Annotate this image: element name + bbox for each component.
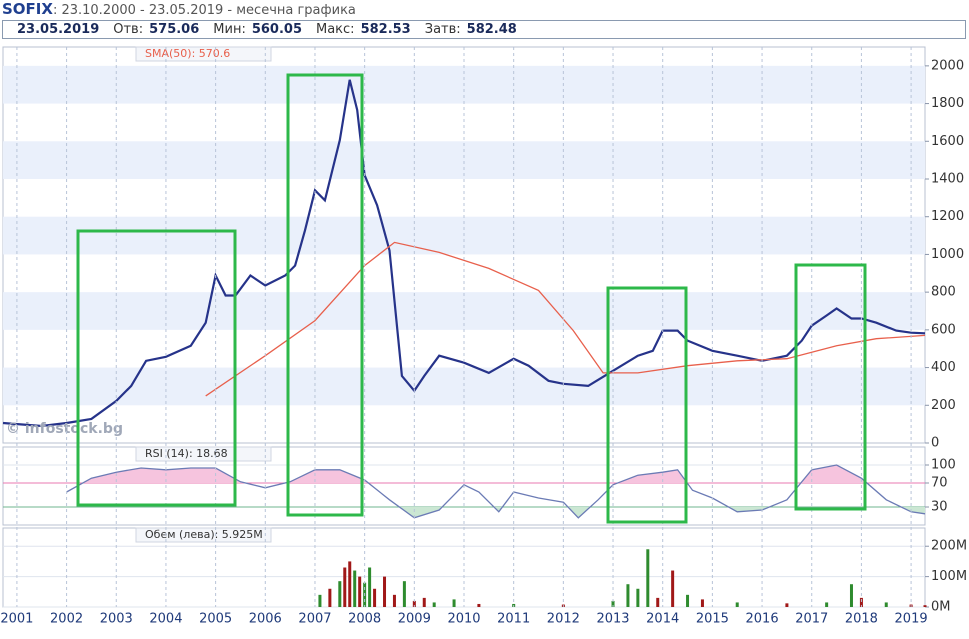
x-tick-label: 2019 — [895, 612, 928, 627]
volume-bar — [671, 570, 675, 607]
y-tick-label: 0 — [931, 436, 939, 451]
quote-item: Затв: 582.48 — [425, 22, 517, 37]
x-tick-label: 2010 — [447, 612, 480, 627]
volume-bar — [343, 567, 347, 607]
y-tick-label: 400 — [931, 360, 956, 375]
x-tick-label: 2018 — [845, 612, 878, 627]
legend-label: Обем (лева): 5.925M — [145, 528, 263, 541]
volume-bar — [368, 567, 372, 607]
volume-bar — [626, 584, 630, 607]
x-tick-label: 2002 — [50, 612, 83, 627]
y-tick-label: 30 — [931, 500, 948, 515]
volume-bar — [422, 597, 426, 607]
legend-box — [135, 46, 272, 62]
symbol: SOFIX — [2, 0, 53, 18]
volume-bar — [328, 588, 332, 607]
volume-bar — [884, 602, 888, 607]
grid-band — [3, 141, 925, 179]
volume-bar — [402, 581, 406, 607]
y-tick-label: 1200 — [931, 209, 964, 224]
legend-box — [135, 527, 272, 543]
legend-label: RSI (14): 18.68 — [145, 447, 228, 460]
x-tick-label: 2007 — [298, 612, 331, 627]
x-tick-label: 2013 — [596, 612, 629, 627]
quote-item: Мин: 560.05 — [213, 22, 302, 37]
volume-bar — [859, 597, 863, 607]
y-tick-label: 2000 — [931, 58, 964, 73]
volume-bar — [923, 605, 927, 607]
quote-label: Отв: — [113, 22, 144, 37]
y-tick-label: 800 — [931, 285, 956, 300]
volume-bar — [785, 603, 789, 607]
x-tick-label: 2017 — [795, 612, 828, 627]
quote-value: 582.48 — [466, 22, 517, 37]
volume-bar — [636, 588, 640, 607]
x-tick-label: 2012 — [547, 612, 580, 627]
y-tick-label: 200M — [931, 539, 967, 554]
volume-bar — [452, 599, 456, 607]
y-tick-label: 600 — [931, 322, 956, 337]
y-tick-label: 0M — [931, 600, 951, 615]
title-row: SOFIX: 23.10.2000 - 23.05.2019 - месечна… — [2, 0, 356, 18]
x-tick-label: 2008 — [348, 612, 381, 627]
y-tick-label: 70 — [931, 476, 948, 491]
y-tick-label: 100M — [931, 569, 967, 584]
volume-bar — [849, 584, 853, 607]
volume-bar — [318, 594, 322, 607]
y-tick-label: 1400 — [931, 172, 964, 187]
volume-bar — [656, 597, 660, 607]
x-tick-label: 2004 — [149, 612, 182, 627]
x-tick-label: 2014 — [646, 612, 679, 627]
quote-value: 560.05 — [251, 22, 302, 37]
x-tick-label: 2015 — [696, 612, 729, 627]
volume-bar — [700, 599, 704, 607]
quote-item: Отв: 575.06 — [113, 22, 199, 37]
watermark: © infostock.bg — [6, 421, 123, 437]
x-tick-label: 2006 — [249, 612, 282, 627]
volume-bar — [338, 581, 342, 607]
volume-bar — [348, 561, 352, 607]
subtitle: : 23.10.2000 - 23.05.2019 - месечна граф… — [52, 3, 356, 18]
legend-label: SMA(50): 570.6 — [145, 47, 230, 60]
x-tick-label: 2003 — [100, 612, 133, 627]
volume-bar — [432, 602, 436, 607]
quote-bar: 23.05.2019 Отв: 575.06 Мин: 560.05 Макс: 582.5… — [2, 20, 966, 39]
quote-value: 582.53 — [360, 22, 411, 37]
quote-label: Макс: — [316, 22, 355, 37]
volume-bar — [825, 602, 829, 607]
volume-bar — [611, 600, 615, 607]
volume-bar — [686, 594, 690, 607]
quote-label: Мин: — [213, 22, 246, 37]
x-tick-label: 2009 — [398, 612, 431, 627]
x-tick-label: 2011 — [497, 612, 530, 627]
y-tick-label: 1000 — [931, 247, 964, 262]
volume-bar — [373, 588, 377, 607]
volume-bar — [383, 576, 387, 607]
volume-bar — [392, 594, 396, 607]
y-tick-label: 1800 — [931, 96, 964, 111]
y-tick-label: 200 — [931, 398, 956, 413]
y-tick-label: 1600 — [931, 134, 964, 149]
quote-label: Затв: — [424, 22, 461, 37]
volume-bar — [353, 570, 357, 607]
quote-value: 575.06 — [149, 22, 200, 37]
volume-bar — [412, 600, 416, 607]
volume-bar — [735, 602, 739, 607]
volume-bar — [646, 549, 650, 607]
volume-bar — [358, 576, 362, 607]
x-tick-label: 2016 — [746, 612, 779, 627]
y-tick-label: 100 — [931, 458, 956, 473]
quote-date: 23.05.2019 — [17, 22, 100, 37]
x-tick-label: 2001 — [0, 612, 33, 627]
x-tick-label: 2005 — [199, 612, 232, 627]
volume-bar — [477, 603, 481, 607]
quote-item: Макс: 582.53 — [316, 22, 411, 37]
